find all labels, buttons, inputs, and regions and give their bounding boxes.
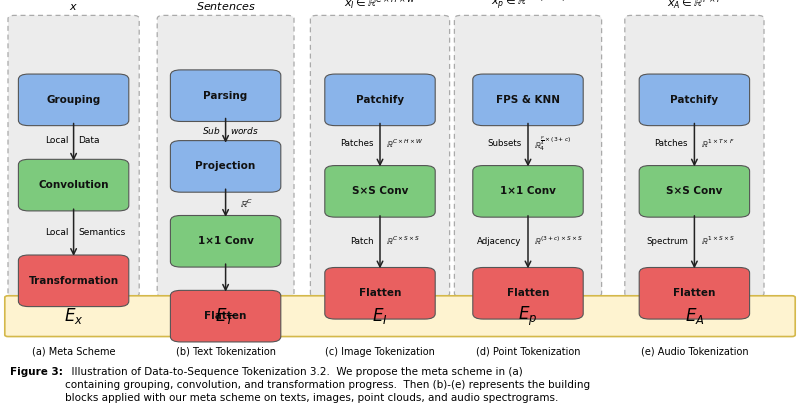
Text: $x$: $x$: [69, 2, 78, 12]
FancyBboxPatch shape: [639, 74, 750, 126]
FancyBboxPatch shape: [454, 15, 602, 297]
Text: Semantics: Semantics: [78, 228, 126, 238]
FancyBboxPatch shape: [310, 15, 450, 297]
Text: Flatten: Flatten: [205, 311, 246, 321]
Text: Flatten: Flatten: [674, 288, 715, 298]
Text: $x_I \in \mathbb{R}^{C\times H\times W}$: $x_I \in \mathbb{R}^{C\times H\times W}$: [344, 0, 416, 12]
Text: (a) Meta Scheme: (a) Meta Scheme: [32, 347, 115, 357]
FancyBboxPatch shape: [639, 166, 750, 217]
Text: S×S Conv: S×S Conv: [666, 186, 722, 196]
Text: Transformation: Transformation: [29, 276, 118, 286]
Text: $\mathbb{R}^{C\times H\times W}$: $\mathbb{R}^{C\times H\times W}$: [386, 137, 423, 150]
FancyBboxPatch shape: [639, 267, 750, 319]
Text: $E_p$: $E_p$: [518, 305, 538, 328]
FancyBboxPatch shape: [18, 255, 129, 307]
Text: S×S Conv: S×S Conv: [352, 186, 408, 196]
Text: Projection: Projection: [195, 161, 256, 171]
Text: Local: Local: [46, 136, 69, 145]
Text: $E_I$: $E_I$: [372, 306, 388, 326]
Text: Parsing: Parsing: [203, 91, 248, 101]
Text: Flatten: Flatten: [507, 288, 549, 298]
Text: Patch: Patch: [350, 237, 374, 246]
FancyBboxPatch shape: [18, 74, 129, 126]
FancyBboxPatch shape: [8, 15, 139, 297]
Text: $\mathbb{R}^{C\times S\times S}$: $\mathbb{R}^{C\times S\times S}$: [386, 235, 421, 248]
Text: $E_T$: $E_T$: [215, 306, 236, 326]
FancyBboxPatch shape: [5, 296, 795, 337]
Text: Patchify: Patchify: [670, 95, 718, 105]
Text: $x_p \in \mathbb{R}^{P\times (3+c)}$: $x_p \in \mathbb{R}^{P\times (3+c)}$: [490, 0, 566, 12]
FancyBboxPatch shape: [170, 290, 281, 342]
Text: (b) Text Tokenization: (b) Text Tokenization: [175, 347, 275, 357]
Text: Patches: Patches: [654, 139, 688, 148]
FancyBboxPatch shape: [473, 166, 583, 217]
Text: Subsets: Subsets: [487, 139, 522, 148]
Text: FPS & KNN: FPS & KNN: [496, 95, 560, 105]
Text: (e) Audio Tokenization: (e) Audio Tokenization: [641, 347, 748, 357]
FancyBboxPatch shape: [18, 159, 129, 211]
FancyBboxPatch shape: [473, 74, 583, 126]
FancyBboxPatch shape: [625, 15, 764, 297]
Text: (d) Point Tokenization: (d) Point Tokenization: [476, 347, 580, 357]
Text: $\mathit{words}$: $\mathit{words}$: [230, 125, 259, 136]
Text: $\mathbb{R}^C$: $\mathbb{R}^C$: [240, 198, 253, 210]
Text: 1×1 Conv: 1×1 Conv: [500, 186, 556, 196]
Text: Spectrum: Spectrum: [646, 237, 688, 246]
Text: $\mathbb{R}^{(3+c)\times S\times S}$: $\mathbb{R}^{(3+c)\times S\times S}$: [534, 235, 583, 248]
FancyBboxPatch shape: [170, 70, 281, 121]
Text: Data: Data: [78, 136, 100, 145]
FancyBboxPatch shape: [473, 267, 583, 319]
Text: $x_A \in \mathbb{R}^{T\times F}$: $x_A \in \mathbb{R}^{T\times F}$: [666, 0, 722, 12]
Text: $\mathbb{R}_4^{\frac{P}{4}\times (3+c)}$: $\mathbb{R}_4^{\frac{P}{4}\times (3+c)}$: [534, 134, 571, 153]
Text: $\mathbb{R}^{1\times T\times F}$: $\mathbb{R}^{1\times T\times F}$: [701, 137, 734, 150]
FancyBboxPatch shape: [170, 141, 281, 192]
Text: Patches: Patches: [340, 139, 374, 148]
Text: Figure 3:: Figure 3:: [10, 367, 63, 377]
Text: Illustration of Data-to-Sequence Tokenization 3.2.  We propose the meta scheme i: Illustration of Data-to-Sequence Tokeniz…: [65, 367, 590, 404]
FancyBboxPatch shape: [325, 267, 435, 319]
Text: $\mathit{Sentences}$: $\mathit{Sentences}$: [196, 0, 255, 12]
FancyBboxPatch shape: [325, 74, 435, 126]
Text: $\mathbb{R}^{1\times S\times S}$: $\mathbb{R}^{1\times S\times S}$: [701, 235, 734, 248]
Text: Flatten: Flatten: [359, 288, 401, 298]
Text: Convolution: Convolution: [38, 180, 109, 190]
Text: $E_A$: $E_A$: [685, 306, 704, 326]
Text: Local: Local: [46, 228, 69, 238]
Text: Patchify: Patchify: [356, 95, 404, 105]
Text: $\mathit{Sub}$: $\mathit{Sub}$: [202, 125, 221, 136]
FancyBboxPatch shape: [170, 215, 281, 267]
Text: $E_x$: $E_x$: [64, 306, 83, 326]
Text: 1×1 Conv: 1×1 Conv: [198, 236, 254, 246]
FancyBboxPatch shape: [157, 15, 294, 297]
Text: Adjacency: Adjacency: [478, 237, 522, 246]
Text: Grouping: Grouping: [46, 95, 101, 105]
Text: (c) Image Tokenization: (c) Image Tokenization: [325, 347, 435, 357]
FancyBboxPatch shape: [325, 166, 435, 217]
